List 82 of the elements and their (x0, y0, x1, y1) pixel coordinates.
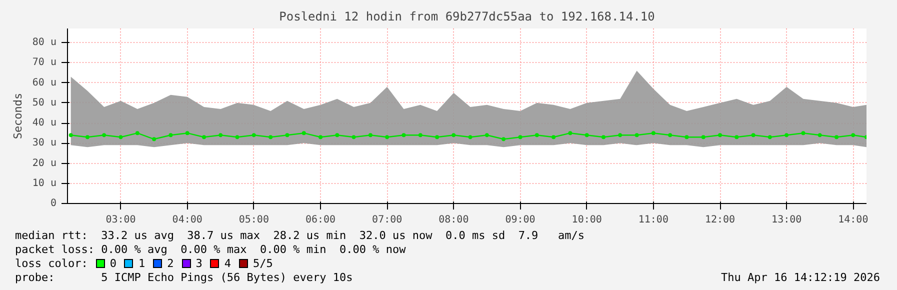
point (601, 135, 606, 140)
x-tick-label: 14:00 (838, 214, 868, 226)
point (768, 135, 772, 140)
point (834, 135, 839, 140)
point (701, 135, 706, 140)
point (668, 133, 672, 138)
point (185, 131, 190, 136)
text: 0 (110, 257, 116, 270)
point (568, 131, 572, 136)
point (468, 135, 472, 140)
text: 4 (224, 257, 231, 270)
x-tick-label: 07:00 (372, 214, 402, 226)
point (518, 135, 522, 140)
point (552, 135, 556, 140)
point (285, 133, 290, 138)
y-tick-label: 50 u (32, 97, 57, 108)
text: 3 (196, 257, 202, 270)
y-tick-label: 70 u (32, 57, 57, 68)
point (218, 133, 223, 138)
x-tick-label: 11:00 (638, 214, 668, 226)
y-tick-label: 60 u (32, 77, 57, 88)
point (851, 133, 856, 138)
y-tick-label: 30 u (32, 138, 57, 149)
x-tick-label: 10:00 (572, 214, 602, 226)
point (368, 133, 372, 138)
x-tick-label: 05:00 (238, 214, 269, 226)
point (534, 133, 539, 138)
point (235, 135, 240, 140)
x-tick-label: 03:00 (106, 214, 136, 226)
point (734, 135, 739, 140)
point (651, 131, 656, 136)
text: 1 (138, 257, 146, 270)
x-tick-label: 09:00 (505, 214, 536, 226)
text: 5/5 (252, 257, 273, 270)
point (385, 135, 390, 140)
point (484, 133, 489, 138)
text: packet loss: 0.00 % avg 0.00 % max 0.00 % min 0.00 % now (15, 242, 406, 258)
x-tick-label: 13:00 (772, 214, 802, 226)
y-tick-label: 0 (50, 198, 57, 209)
point (152, 137, 156, 142)
point (135, 131, 140, 136)
point (335, 133, 340, 138)
point (684, 135, 689, 140)
point (202, 135, 206, 140)
text: probe: 5 ICMP Echo Pings (56 Bytes) every 10s (15, 270, 353, 286)
point (118, 135, 123, 140)
point (718, 133, 722, 138)
point (452, 133, 456, 138)
point (268, 135, 273, 140)
y-tick-label: 40 u (32, 118, 57, 129)
point (352, 135, 356, 140)
x-tick-label: 06:00 (305, 214, 336, 226)
point (102, 133, 106, 138)
chart-title: Posledni 12 hodin from 69b277dc55aa to 192.168.14.10 (279, 10, 655, 24)
x-tick-label: 08:00 (438, 214, 469, 226)
point (634, 133, 639, 138)
point (784, 133, 789, 138)
point (818, 133, 822, 138)
point (618, 133, 622, 138)
point (402, 133, 406, 138)
y-axis-title: Seconds (11, 92, 24, 140)
text: Thu Apr 16 14:12:19 2026 (721, 270, 880, 286)
y-tick-label: 80 u (32, 37, 57, 48)
point (168, 133, 173, 138)
point (418, 133, 422, 138)
point (302, 131, 306, 136)
text: loss color: (15, 257, 88, 270)
text: median rtt: 33.2 us avg 38.7 us max 28.2 us min 32.0 us now 0.0 ms sd 7.9 am/s (15, 228, 585, 244)
point (584, 133, 589, 138)
y-tick-label: 10 u (32, 178, 57, 189)
point (252, 133, 256, 138)
point (85, 135, 90, 140)
text: 2 (167, 257, 174, 270)
point (435, 135, 440, 140)
point (318, 135, 323, 140)
point (801, 131, 806, 136)
point (751, 133, 756, 138)
x-tick-label: 04:00 (172, 214, 202, 226)
point (502, 137, 506, 142)
point (68, 133, 73, 138)
y-tick-label: 20 u (32, 158, 57, 169)
x-tick-label: 12:00 (704, 214, 736, 226)
